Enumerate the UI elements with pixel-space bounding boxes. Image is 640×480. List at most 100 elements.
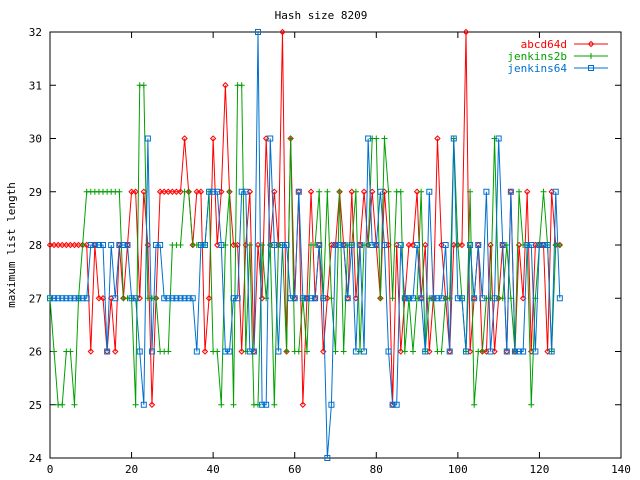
data-point-square bbox=[303, 295, 310, 302]
data-point-square bbox=[352, 348, 359, 355]
data-point-diamond bbox=[238, 348, 245, 355]
data-point-plus bbox=[140, 82, 147, 89]
data-point-square bbox=[328, 401, 335, 408]
data-point-square bbox=[430, 295, 437, 302]
x-tick-label: 20 bbox=[125, 463, 138, 476]
data-point-square bbox=[475, 242, 482, 248]
data-point-square bbox=[104, 348, 111, 355]
data-point-plus bbox=[295, 348, 302, 355]
data-point-diamond bbox=[462, 28, 470, 36]
data-point-square bbox=[120, 242, 127, 248]
data-point-square bbox=[389, 401, 396, 408]
data-point-square bbox=[316, 242, 323, 248]
data-point-square bbox=[157, 242, 164, 248]
data-point-diamond bbox=[405, 241, 413, 249]
data-point-plus bbox=[507, 295, 514, 302]
data-point-diamond bbox=[59, 241, 66, 249]
data-point-square bbox=[238, 188, 245, 195]
y-tick-label: 24 bbox=[29, 452, 43, 465]
data-point-square bbox=[503, 348, 510, 355]
data-point-square bbox=[47, 295, 53, 302]
data-point-square bbox=[588, 65, 594, 71]
data-point-diamond bbox=[112, 348, 119, 355]
data-point-plus bbox=[340, 348, 347, 355]
data-point-square bbox=[511, 348, 518, 355]
data-point-plus bbox=[516, 188, 523, 195]
data-point-square bbox=[373, 242, 380, 248]
data-point-plus bbox=[238, 82, 245, 89]
data-point-square bbox=[377, 188, 384, 195]
data-point-plus bbox=[165, 348, 172, 355]
data-point-diamond bbox=[209, 135, 217, 142]
data-point-plus bbox=[454, 242, 461, 248]
data-point-square bbox=[201, 242, 208, 248]
data-point-diamond bbox=[523, 188, 531, 195]
data-point-square bbox=[279, 242, 286, 248]
y-tick-label: 28 bbox=[29, 239, 42, 252]
data-point-plus bbox=[467, 188, 474, 195]
data-point-diamond bbox=[434, 135, 441, 142]
data-point-square bbox=[136, 348, 143, 355]
data-point-square bbox=[181, 295, 188, 302]
data-point-square bbox=[385, 348, 392, 355]
data-point-square bbox=[401, 295, 408, 302]
data-point-square bbox=[516, 348, 523, 355]
data-point-square bbox=[165, 295, 172, 302]
data-point-diamond bbox=[67, 241, 74, 249]
data-point-diamond bbox=[299, 401, 307, 408]
data-point-square bbox=[528, 242, 535, 248]
data-point-square bbox=[275, 348, 282, 355]
data-point-plus bbox=[479, 348, 486, 355]
series-jenkins2b bbox=[47, 82, 563, 408]
data-point-square bbox=[340, 242, 347, 248]
data-point-square bbox=[128, 295, 135, 302]
data-point-square bbox=[206, 188, 213, 195]
data-point-diamond bbox=[587, 40, 595, 48]
x-tick-label: 80 bbox=[370, 463, 383, 476]
data-point-square bbox=[59, 295, 66, 302]
y-tick-label: 32 bbox=[29, 26, 42, 39]
data-point-plus bbox=[271, 401, 278, 408]
data-point-square bbox=[454, 295, 461, 302]
data-point-plus bbox=[332, 348, 339, 355]
data-point-diamond bbox=[63, 241, 70, 249]
data-point-diamond bbox=[160, 188, 168, 195]
data-point-square bbox=[356, 242, 363, 248]
data-point-square bbox=[116, 242, 123, 248]
data-point-square bbox=[405, 295, 412, 302]
data-point-plus bbox=[132, 401, 139, 408]
data-point-square bbox=[414, 242, 421, 248]
data-point-square bbox=[393, 401, 400, 408]
data-point-square bbox=[540, 242, 547, 248]
data-point-plus bbox=[287, 135, 294, 142]
y-tick-label: 25 bbox=[29, 399, 42, 412]
data-point-diamond bbox=[173, 188, 180, 195]
data-point-diamond bbox=[397, 348, 404, 355]
data-point-plus bbox=[230, 401, 237, 408]
data-point-square bbox=[250, 348, 257, 355]
data-point-square bbox=[442, 242, 449, 248]
data-point-square bbox=[483, 188, 490, 195]
data-point-diamond bbox=[360, 188, 368, 195]
data-point-square bbox=[259, 401, 266, 408]
data-point-square bbox=[524, 242, 531, 248]
data-point-square bbox=[552, 188, 559, 195]
data-point-square bbox=[55, 295, 62, 302]
legend-label: jenkins64 bbox=[507, 62, 567, 75]
data-point-diamond bbox=[279, 28, 286, 36]
data-point-square bbox=[255, 29, 262, 35]
data-point-square bbox=[234, 295, 241, 302]
data-point-square bbox=[422, 348, 429, 355]
data-point-square bbox=[108, 242, 115, 248]
data-point-square bbox=[193, 348, 200, 355]
data-point-plus bbox=[214, 348, 221, 355]
data-point-plus bbox=[409, 348, 416, 355]
data-point-diamond bbox=[348, 188, 356, 195]
data-point-square bbox=[169, 295, 176, 302]
data-point-square bbox=[446, 348, 453, 355]
data-point-plus bbox=[51, 348, 58, 355]
data-point-plus bbox=[177, 242, 184, 248]
x-tick-label: 0 bbox=[47, 463, 54, 476]
